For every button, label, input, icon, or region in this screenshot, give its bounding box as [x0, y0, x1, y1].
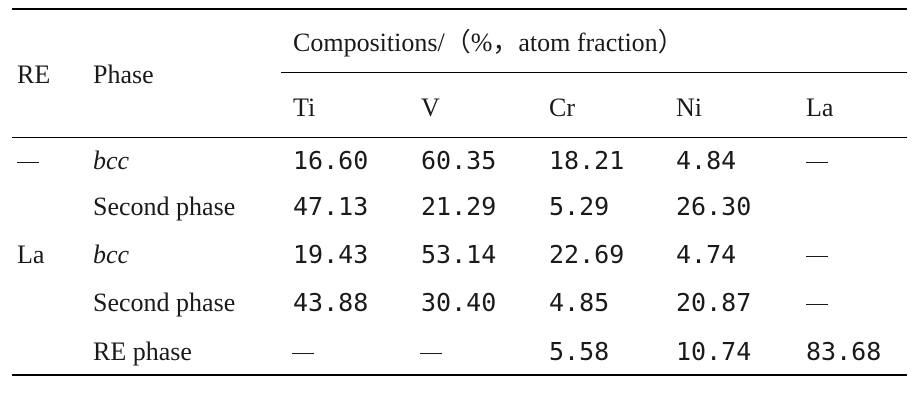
header-compositions: Compositions/（%，atom fraction） [293, 28, 684, 57]
row-value-dash: — [420, 353, 442, 354]
header-element-ti: Ti [293, 93, 316, 122]
table-header-rule [12, 137, 907, 138]
header-phase: Phase [93, 60, 154, 89]
row-value: 10.74 [676, 337, 752, 366]
row-value: 21.29 [421, 192, 497, 221]
row-value: 53.14 [421, 240, 497, 269]
row-value: 5.29 [549, 192, 610, 221]
header-element-ni: Ni [676, 93, 702, 122]
table-top-rule [12, 8, 907, 10]
header-re: RE [17, 60, 51, 89]
row-phase: bcc [93, 146, 130, 175]
row-value-dash: — [806, 162, 828, 163]
compositions-underline-rule [281, 72, 907, 73]
row-value: 83.68 [806, 337, 882, 366]
row-value-dash: — [292, 353, 314, 354]
row-value: 4.84 [676, 146, 737, 175]
row-phase: Second phase [93, 288, 236, 317]
row-value: 5.58 [549, 337, 610, 366]
row-value: 30.40 [421, 288, 497, 317]
row-re-dash: — [17, 162, 39, 163]
row-phase: bcc [93, 240, 130, 269]
header-element-v: V [421, 93, 440, 122]
table-bottom-rule [12, 374, 907, 376]
header-element-cr: Cr [549, 93, 575, 122]
row-value: 4.85 [549, 288, 610, 317]
row-phase: RE phase [93, 337, 192, 366]
row-phase: Second phase [93, 192, 236, 221]
row-value: 60.35 [421, 146, 497, 175]
row-value: 19.43 [293, 240, 369, 269]
row-value: 16.60 [293, 146, 369, 175]
row-value: 26.30 [676, 192, 752, 221]
row-value-dash: — [806, 304, 828, 305]
header-element-la: La [806, 93, 834, 122]
row-value-dash: — [806, 256, 828, 257]
row-value: 43.88 [293, 288, 369, 317]
row-re-label: La [17, 240, 45, 269]
row-value: 18.21 [549, 146, 625, 175]
row-value: 47.13 [293, 192, 369, 221]
row-value: 20.87 [676, 288, 752, 317]
row-value: 4.74 [676, 240, 737, 269]
row-value: 22.69 [549, 240, 625, 269]
